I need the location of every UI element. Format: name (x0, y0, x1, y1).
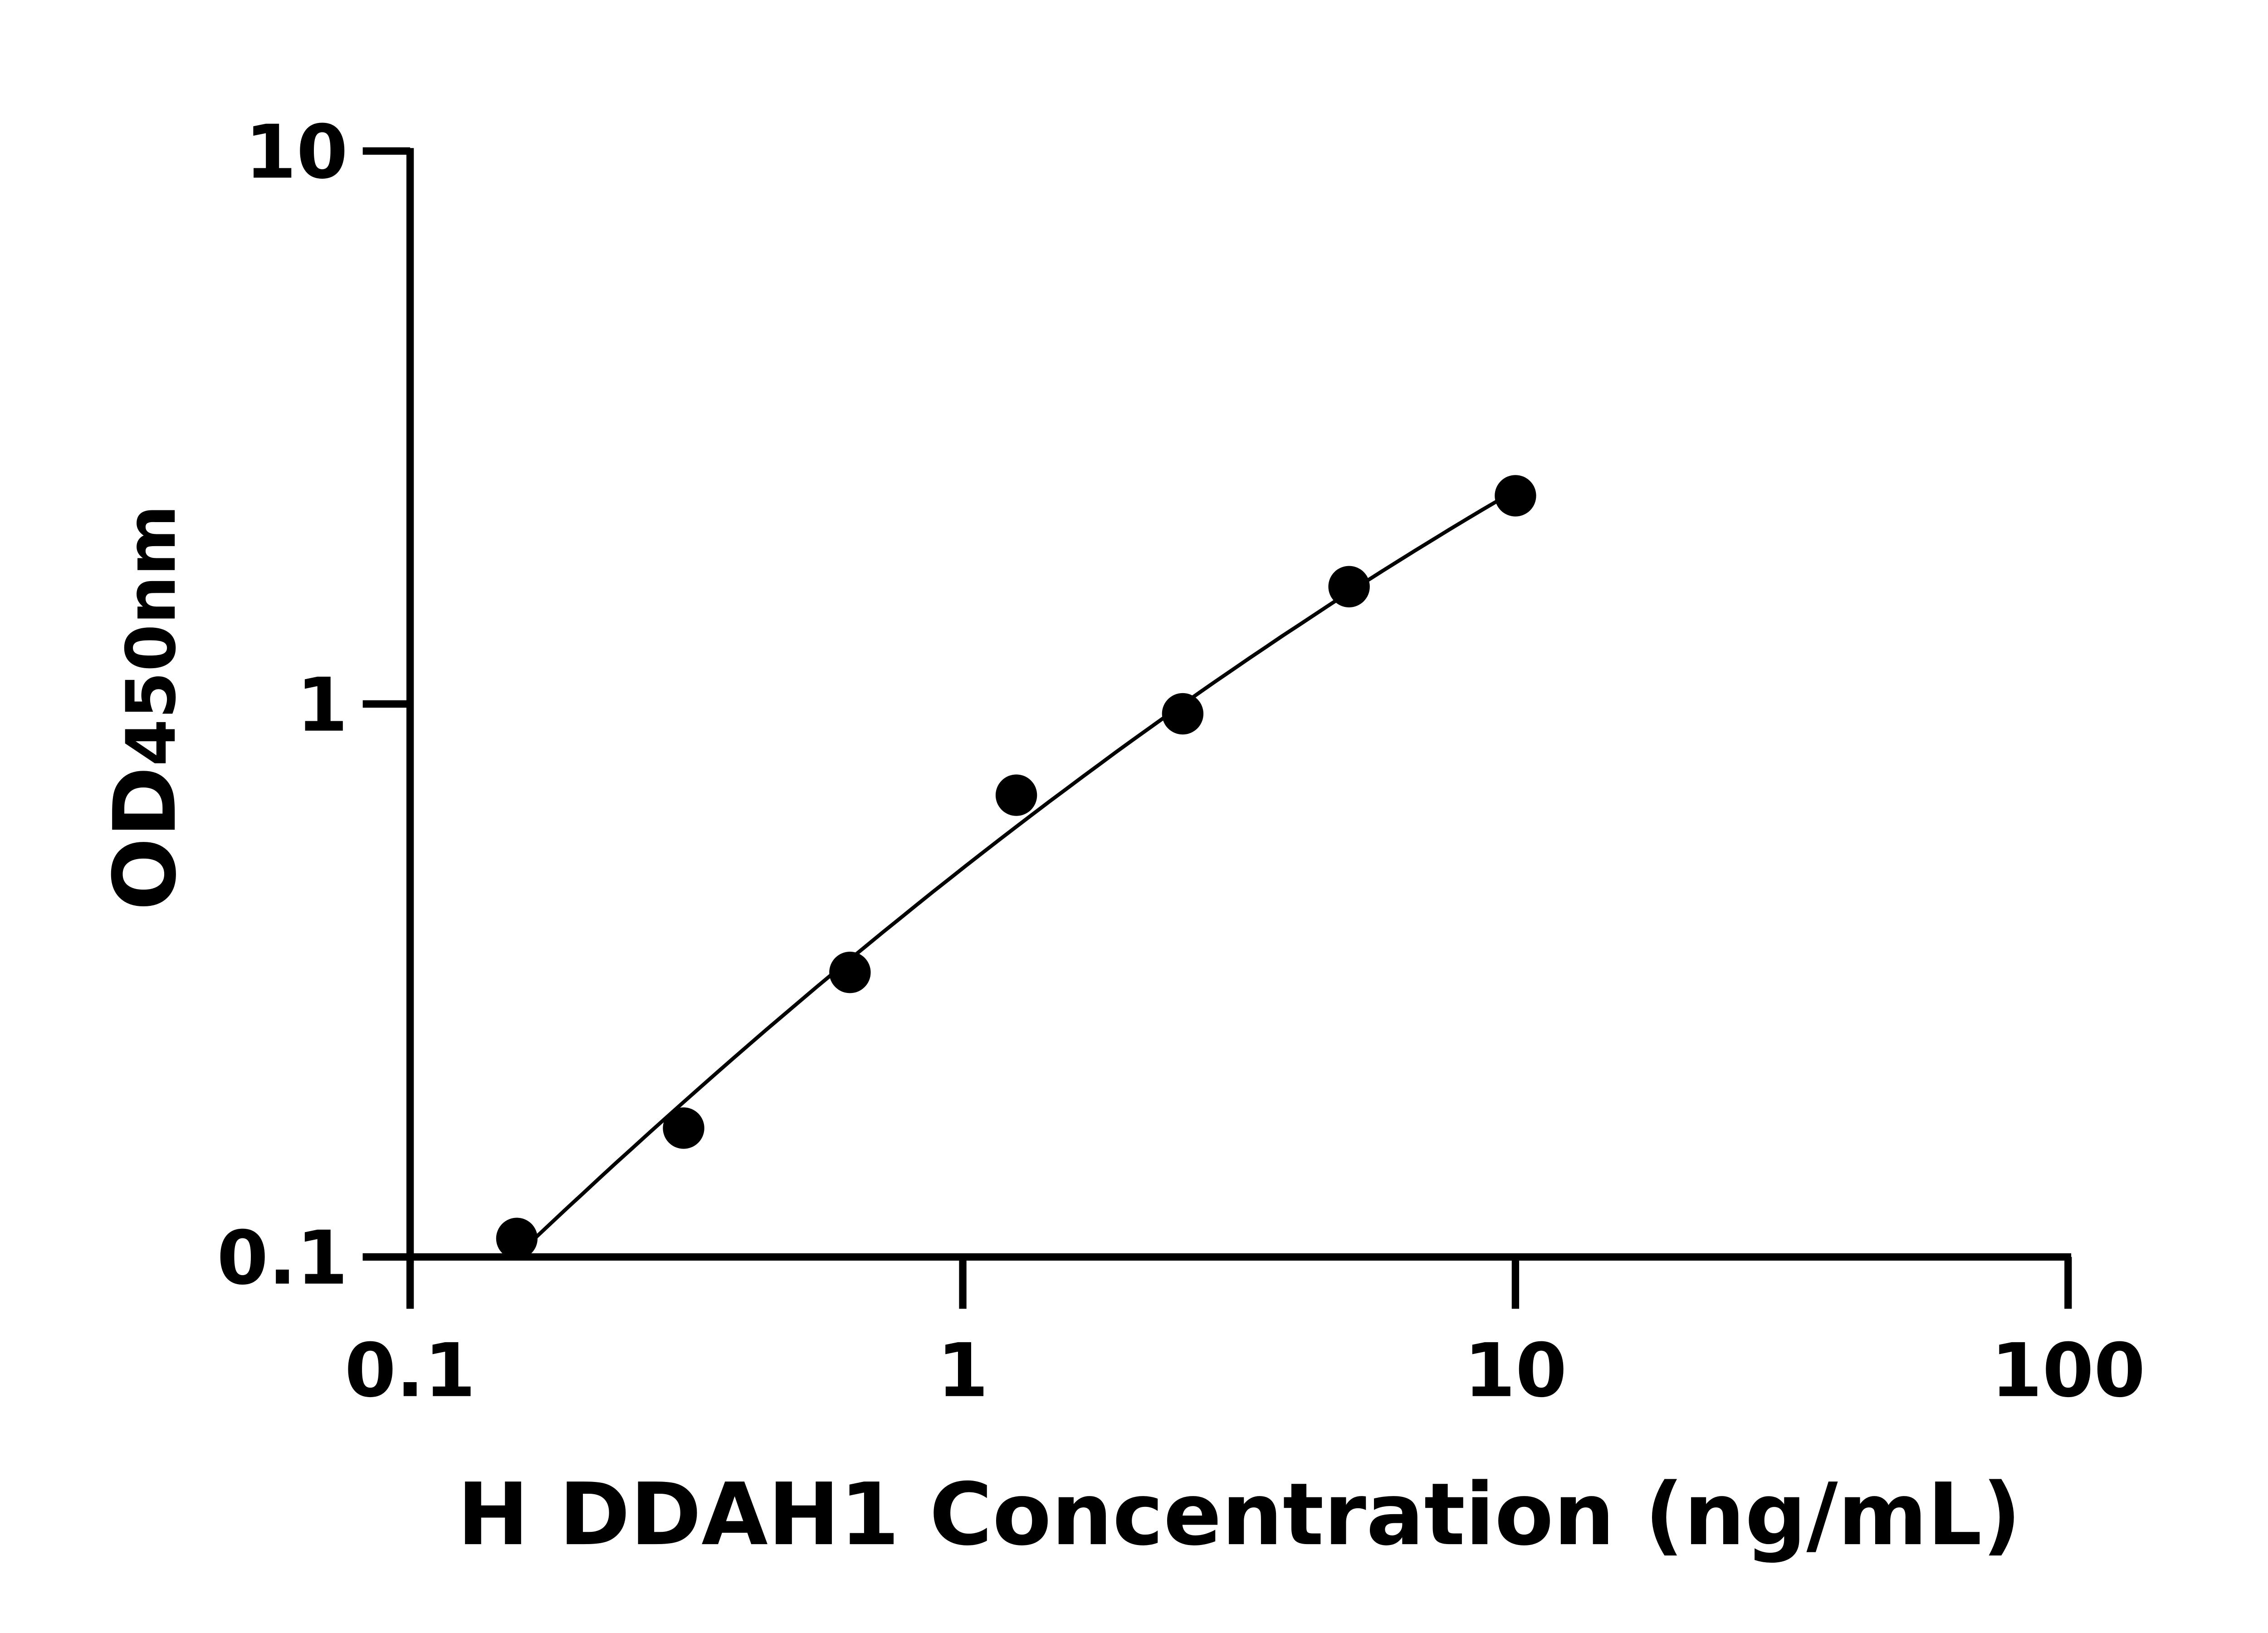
y-axis-label-main: OD (95, 766, 195, 910)
data-point (1495, 475, 1536, 517)
y-tick-label: 1 (297, 663, 348, 748)
y-axis-label-subscript: 450nm (112, 505, 191, 767)
data-point (995, 774, 1037, 816)
data-point (829, 952, 871, 993)
data-point (1162, 693, 1204, 735)
axes (362, 148, 2072, 1263)
data-point (663, 1107, 704, 1149)
fit-curve (515, 489, 1516, 1257)
x-tick-label: 1 (937, 1328, 989, 1414)
data-point (496, 1217, 538, 1259)
x-tick-label: 100 (1991, 1328, 2146, 1414)
y-ticks: 0.1 1 10 (217, 110, 411, 1301)
y-tick-label: 10 (245, 110, 348, 196)
y-axis-label: OD450nm (95, 505, 195, 911)
x-tick-label: 10 (1464, 1328, 1567, 1414)
x-axis-label: H DDAH1 Concentration (ng/mL) (457, 1464, 2021, 1565)
data-points (496, 475, 1536, 1259)
data-point (1328, 566, 1370, 607)
x-ticks: 0.1 1 10 100 (345, 1257, 2146, 1414)
x-tick-label: 0.1 (345, 1328, 476, 1414)
y-tick-label: 0.1 (217, 1216, 348, 1301)
